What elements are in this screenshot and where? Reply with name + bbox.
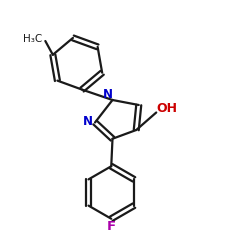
Text: OH: OH [156,102,177,115]
Text: H₃C: H₃C [23,34,42,44]
Text: N: N [83,115,93,128]
Text: N: N [103,88,113,102]
Text: F: F [107,220,116,234]
